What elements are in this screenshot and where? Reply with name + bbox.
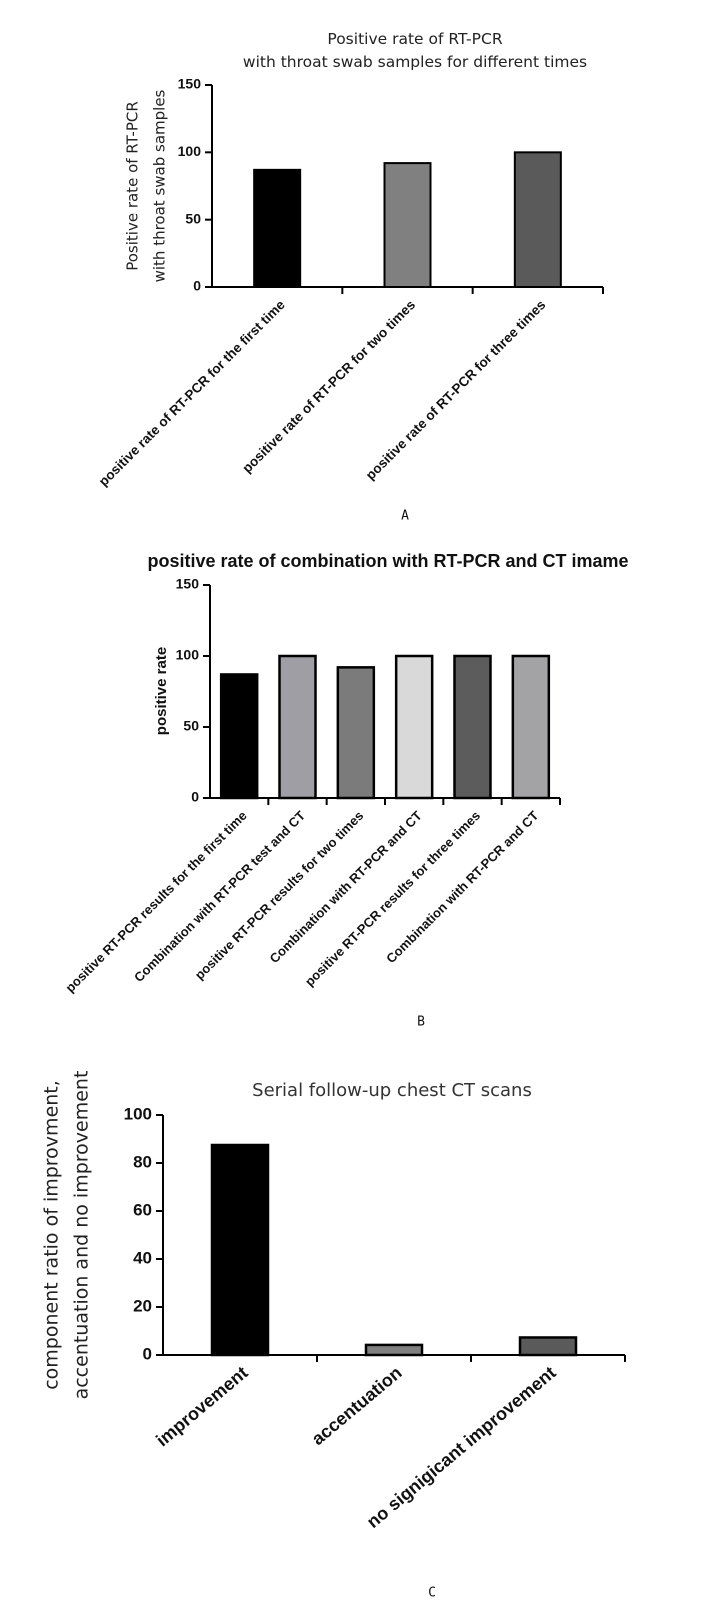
y-tick-label: 50 <box>183 718 199 734</box>
x-category-label: accentuation <box>308 1362 406 1449</box>
y-tick-label: 60 <box>133 1200 152 1219</box>
y-axis-label-line: accentuation and no improvement <box>71 1071 93 1400</box>
chart-title-line: Serial follow-up chest CT scans <box>252 1080 532 1101</box>
y-tick-label: 100 <box>124 1104 152 1123</box>
bar <box>210 1143 270 1357</box>
y-tick-label: 100 <box>178 143 202 159</box>
bar <box>253 168 302 288</box>
y-axis-label-line: with throat swab samples <box>151 89 169 282</box>
y-tick-label: 150 <box>176 576 200 592</box>
y-tick-label: 100 <box>176 647 200 663</box>
bar <box>364 1343 424 1357</box>
panel-label: A <box>401 509 409 524</box>
y-tick-label: 0 <box>191 789 199 805</box>
y-axis-label-line: component ratio of improvment, <box>41 1080 63 1390</box>
y-tick-label: 80 <box>133 1152 152 1171</box>
bar <box>394 654 434 800</box>
x-category-label: improvement <box>152 1362 251 1450</box>
bar <box>513 151 562 288</box>
y-axis-label-line: positive rate <box>153 647 170 735</box>
y-tick-label: 20 <box>133 1296 152 1315</box>
bar <box>383 162 432 289</box>
bar <box>453 654 492 800</box>
y-tick-label: 50 <box>185 210 201 226</box>
bar <box>511 654 551 800</box>
bar <box>336 666 376 800</box>
panel-label: C <box>428 1586 436 1601</box>
bar <box>518 1336 578 1357</box>
panel-label: B <box>417 1015 425 1030</box>
chart-title-line: with throat swab samples for different t… <box>243 53 587 71</box>
bar <box>278 654 317 800</box>
y-axis-label-line: Positive rate of RT-PCR <box>124 101 142 271</box>
chart-b: positive rate of combination with RT-PCR… <box>62 551 628 1030</box>
y-tick-label: 150 <box>178 76 202 92</box>
chart-a: Positive rate of RT-PCR with throat swab … <box>96 30 604 524</box>
chart-title-line: positive rate of combination with RT-PCR… <box>147 551 628 571</box>
bar <box>219 673 259 800</box>
y-tick-label: 0 <box>143 1344 152 1363</box>
chart-c: Serial follow-up chest CT scans component… <box>41 1071 626 1601</box>
y-tick-label: 40 <box>133 1248 152 1267</box>
y-tick-label: 0 <box>193 278 201 294</box>
chart-title-line: Positive rate of RT-PCR <box>327 30 502 48</box>
